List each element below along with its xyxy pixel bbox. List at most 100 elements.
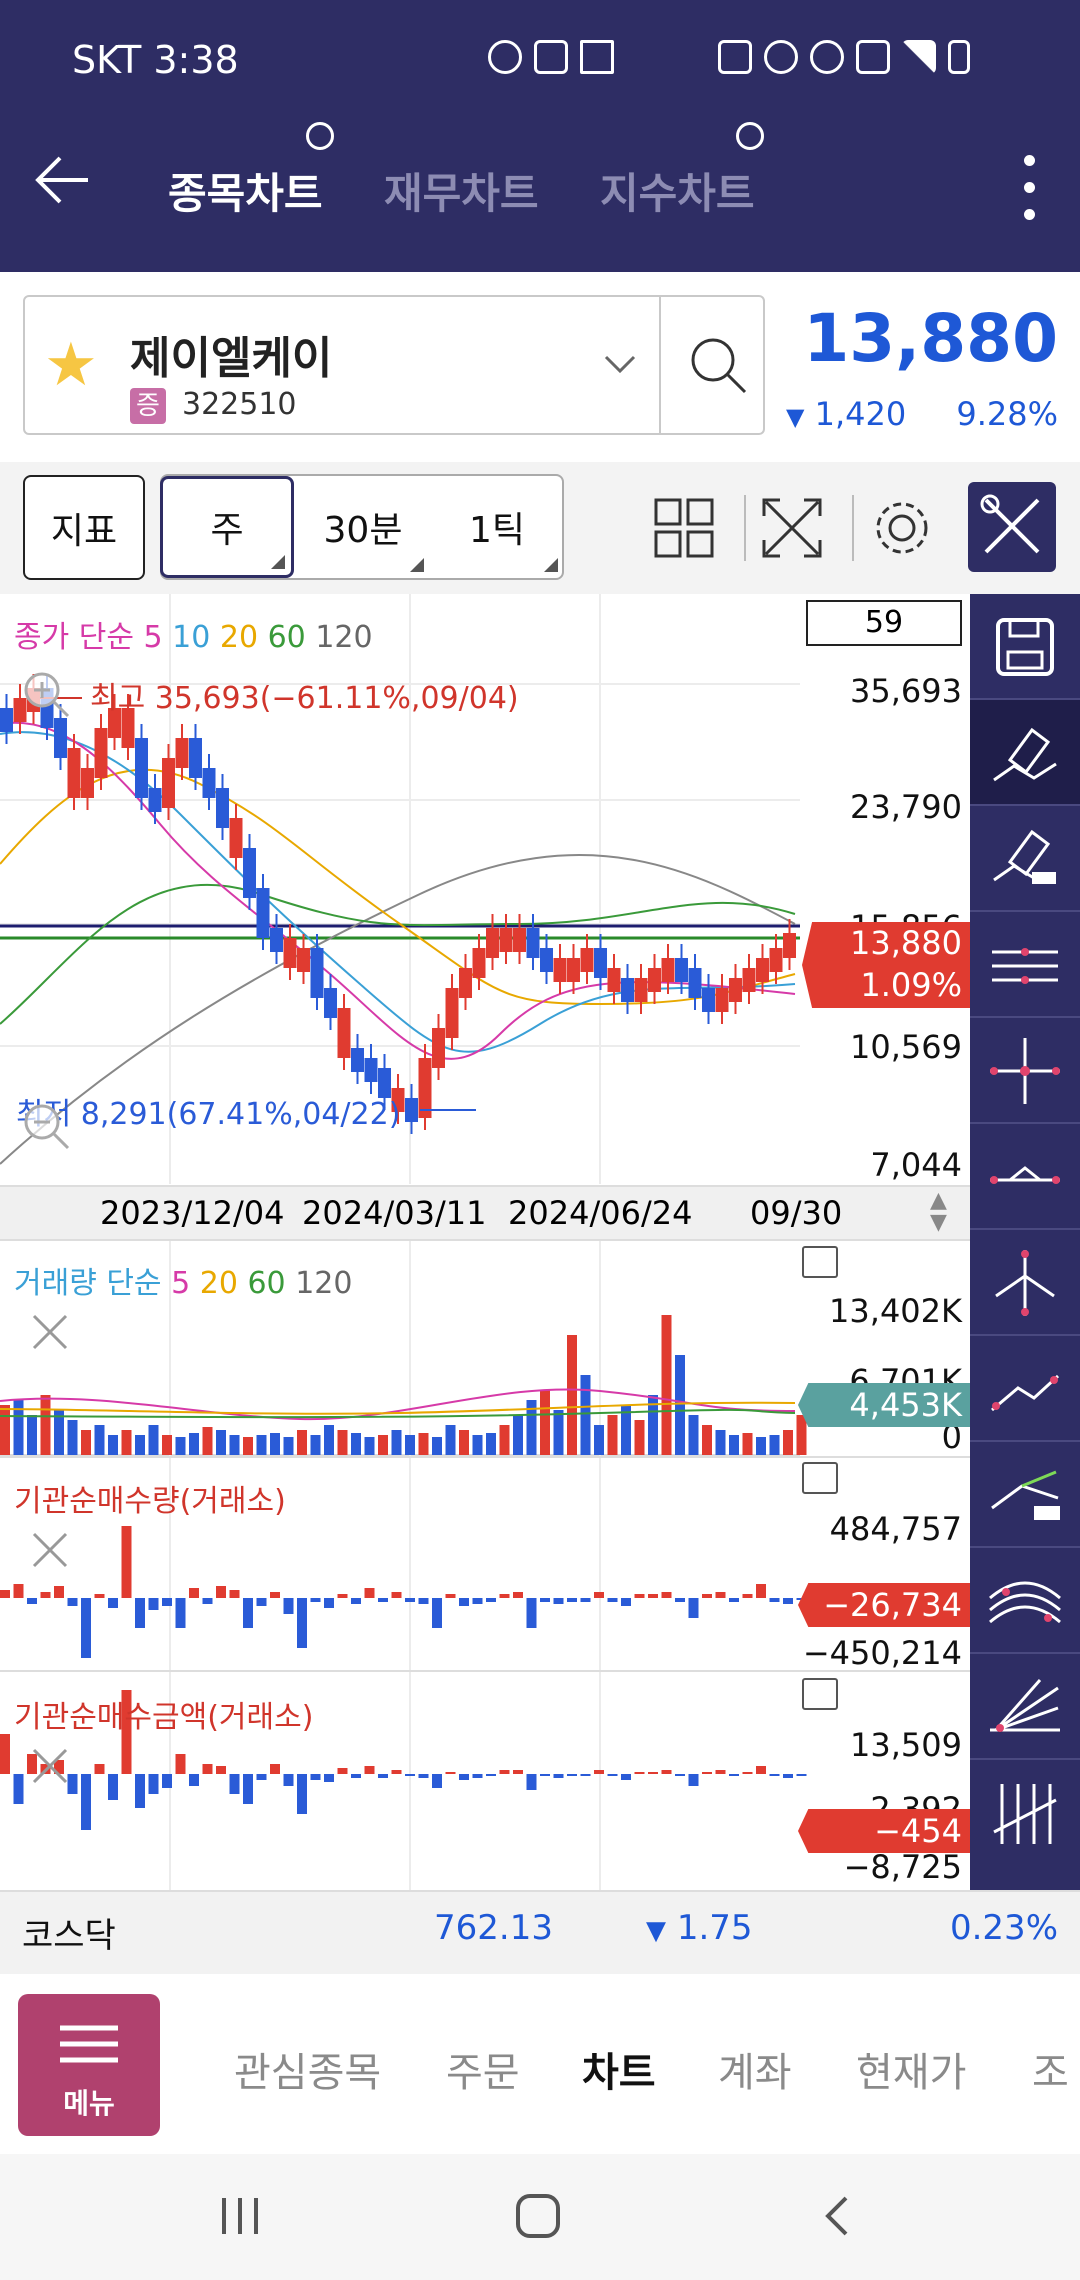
fullscreen-icon[interactable] <box>754 490 830 566</box>
recent-apps-icon[interactable] <box>210 2190 270 2242</box>
net-buy-bar <box>756 1766 766 1774</box>
vol-legend-prefix: 거래량 단순 <box>14 1266 162 1301</box>
inst-amt-title[interactable]: 기관순매수금액(거래소) <box>14 1700 314 1735</box>
search-icon[interactable] <box>683 330 753 400</box>
current-price-marker: 13,880 1.09% <box>802 922 970 1008</box>
index-change: ▼ 1.75 <box>646 1908 753 1948</box>
period-30min[interactable]: 30분 <box>296 476 430 578</box>
scroll-updown-icon[interactable]: ▲ ▼ <box>930 1188 947 1235</box>
tab-index-chart[interactable]: 지수차트 <box>600 169 755 218</box>
trend-line-icon[interactable] <box>970 1336 1080 1442</box>
net-buy-bar <box>486 1598 496 1602</box>
crosshair-icon[interactable] <box>970 1018 1080 1124</box>
net-buy-bar <box>675 1598 685 1602</box>
candle-body <box>337 1008 351 1058</box>
fan-line-icon[interactable] <box>970 1654 1080 1760</box>
volume-legend[interactable]: 거래량 단순 5 20 60 120 <box>14 1258 352 1302</box>
candle-body <box>256 888 270 938</box>
save-icon[interactable] <box>970 594 1080 700</box>
nav-watchlist[interactable]: 관심종목 <box>234 2050 382 2096</box>
nav-chart[interactable]: 차트 <box>582 2050 656 2096</box>
visible-count-box[interactable]: 59 <box>806 600 962 646</box>
volume-bar <box>756 1437 766 1455</box>
panel-menu-icon[interactable] <box>802 1678 838 1710</box>
inst-qty-chart[interactable] <box>0 1458 970 1670</box>
candle-body <box>783 933 796 958</box>
volume-bar <box>94 1425 105 1455</box>
grid-layout-icon[interactable] <box>646 490 722 566</box>
net-buy-bar <box>13 1774 24 1804</box>
net-buy-bar <box>648 1772 658 1774</box>
candle-body <box>567 958 580 982</box>
period-week[interactable]: 주 <box>160 476 294 578</box>
nav-more[interactable]: 조 <box>1032 2050 1069 2096</box>
auto-trend-icon[interactable] <box>970 1442 1080 1548</box>
nav-order[interactable]: 주문 <box>446 2050 520 2096</box>
volume-chart[interactable] <box>0 1241 970 1456</box>
panel-menu-icon[interactable] <box>802 1246 838 1278</box>
volume-bar <box>526 1400 537 1455</box>
close-icon[interactable] <box>28 1744 72 1788</box>
tab-badge-icon <box>736 122 764 150</box>
more-options-icon[interactable] <box>1024 155 1036 236</box>
menu-button[interactable]: 메뉴 <box>18 1994 160 2136</box>
volume-bar <box>40 1395 51 1455</box>
candle-body <box>702 988 715 1012</box>
net-buy-bar <box>256 1774 267 1780</box>
horizontal-line-icon[interactable] <box>970 1124 1080 1230</box>
gear-icon[interactable] <box>864 490 940 566</box>
candle-body <box>216 788 229 828</box>
period-1tick[interactable]: 1틱 <box>430 476 564 578</box>
eraser-all-icon[interactable] <box>970 806 1080 912</box>
net-buy-bar <box>256 1598 267 1606</box>
back-arrow-icon[interactable] <box>30 150 90 210</box>
candle-body <box>351 1048 364 1072</box>
volume-bar <box>229 1435 240 1455</box>
back-icon[interactable] <box>812 2190 864 2242</box>
zoom-out-icon[interactable] <box>20 1100 72 1152</box>
inst-qty-title[interactable]: 기관순매수량(거래소) <box>14 1484 286 1519</box>
battery-saver-icon <box>718 40 752 74</box>
parallel-lines-icon[interactable] <box>970 1760 1080 1866</box>
inst-amt-chart[interactable] <box>0 1672 970 1890</box>
date-axis[interactable] <box>0 1185 970 1241</box>
volume-bar <box>202 1427 213 1455</box>
candle-body <box>108 708 121 738</box>
net-buy-bar <box>715 1770 726 1774</box>
ma-120-line <box>0 854 796 1165</box>
drawing-tools-button[interactable] <box>968 482 1056 572</box>
net-buy-bar <box>324 1774 334 1782</box>
nav-account[interactable]: 계좌 <box>718 2050 792 2096</box>
index-ticker-bar[interactable] <box>0 1890 1080 1974</box>
price-chart[interactable]: 최저 8,291(67.41%,04/22) 최고 35,693(−61.11%… <box>0 594 970 1184</box>
ma-legend[interactable]: 종가 단순 5 10 20 60 120 <box>14 612 373 656</box>
hcl-line-icon[interactable] <box>970 912 1080 1018</box>
net-buy-bar <box>40 1592 51 1598</box>
nav-current-price[interactable]: 현재가 <box>856 2050 967 2096</box>
volume-bar <box>283 1437 294 1455</box>
net-buy-bar <box>175 1754 186 1774</box>
close-icon[interactable] <box>28 1310 72 1354</box>
tab-finance-chart[interactable]: 재무차트 <box>384 169 539 218</box>
arc-icon[interactable] <box>970 1548 1080 1654</box>
zoom-in-icon[interactable] <box>20 668 72 720</box>
candle-body <box>607 968 621 992</box>
vertical-line-icon[interactable] <box>970 1230 1080 1336</box>
home-icon[interactable] <box>508 2188 568 2244</box>
net-buy-bar <box>378 1598 388 1602</box>
volume-bar <box>783 1430 793 1455</box>
eraser-icon[interactable] <box>970 700 1080 806</box>
panel-menu-icon[interactable] <box>802 1462 838 1494</box>
menu-label: 메뉴 <box>63 2087 115 2120</box>
indicator-button[interactable]: 지표 <box>23 475 145 580</box>
price-change: ▼ 1,420 <box>786 395 916 433</box>
candle-body <box>0 708 13 732</box>
tab-stock-chart[interactable]: 종목차트 <box>168 169 323 218</box>
candle-body <box>162 758 175 808</box>
down-triangle-icon: ▼ <box>786 403 805 431</box>
chevron-down-icon[interactable] <box>600 345 640 385</box>
net-buy-bar <box>67 1774 78 1794</box>
close-icon[interactable] <box>28 1528 72 1572</box>
favorite-star-icon[interactable]: ★ <box>44 330 98 400</box>
candle-body <box>621 978 634 1002</box>
